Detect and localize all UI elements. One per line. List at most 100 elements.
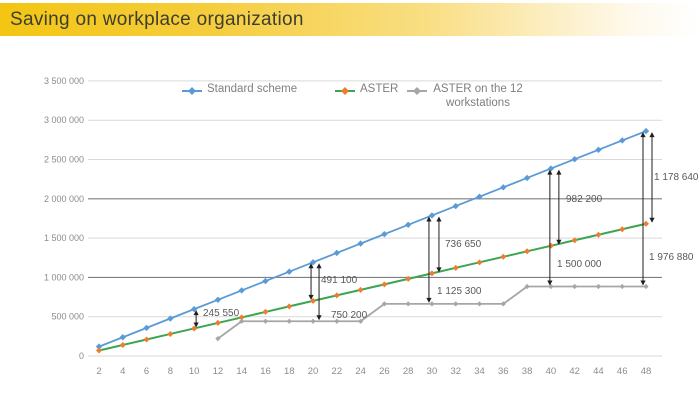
annotation-label-1-976-880: 1 976 880 xyxy=(649,252,694,263)
x-tick-label: 36 xyxy=(498,366,509,377)
series-marker-aster xyxy=(286,303,293,310)
series-marker-standard-scheme xyxy=(309,259,317,266)
series-marker-aster xyxy=(405,275,412,282)
series-marker-aster xyxy=(96,347,102,354)
series-marker-aster-on-the-12-workstations xyxy=(476,301,483,307)
arrow-head-down-icon xyxy=(436,267,442,273)
series-marker-aster xyxy=(476,259,483,266)
annotation-label-1-125-300: 1 125 300 xyxy=(437,286,482,297)
x-tick-label: 8 xyxy=(168,366,173,377)
series-marker-aster xyxy=(524,248,531,255)
series-marker-aster-on-the-12-workstations xyxy=(358,318,364,324)
series-marker-standard-scheme xyxy=(476,193,483,200)
series-marker-standard-scheme xyxy=(286,268,293,275)
series-marker-aster-on-the-12-workstations xyxy=(619,283,625,290)
x-tick-label: 48 xyxy=(641,366,652,377)
arrow-head-up-icon xyxy=(308,263,314,269)
annotation-label-245-550: 245 550 xyxy=(203,308,240,319)
series-marker-aster xyxy=(619,226,626,233)
series-marker-aster xyxy=(547,242,554,249)
legend-item-aster-12-workstations: ASTER on the 12 workstations xyxy=(406,82,524,111)
series-marker-standard-scheme xyxy=(428,212,436,219)
series-marker-aster xyxy=(643,220,649,227)
arrow-head-up-icon xyxy=(436,216,442,222)
series-marker-standard-scheme xyxy=(500,184,507,191)
series-marker-standard-scheme xyxy=(190,305,198,313)
series-marker-aster xyxy=(595,231,602,238)
series-marker-aster xyxy=(310,297,317,304)
series-line-standard-scheme xyxy=(98,130,647,348)
x-tick-label: 4 xyxy=(120,366,125,377)
arrow-head-up-icon xyxy=(547,169,553,175)
series-marker-aster-on-the-12-workstations xyxy=(429,301,435,307)
x-tick-label: 42 xyxy=(569,366,580,377)
legend-item-standard-scheme: Standard scheme xyxy=(181,82,297,96)
arrow-head-up-icon xyxy=(640,132,646,138)
arrow-head-up-icon xyxy=(649,132,655,138)
series-marker-standard-scheme xyxy=(381,230,388,238)
series-marker-aster-on-the-12-workstations xyxy=(262,318,269,324)
series-marker-standard-scheme xyxy=(642,127,650,135)
series-marker-standard-scheme xyxy=(523,174,531,182)
annotation-label-1-178-640: 1 178 640 xyxy=(654,172,699,183)
y-tick-label: 1 500 000 xyxy=(44,233,84,243)
arrow-head-down-icon xyxy=(649,217,655,223)
x-tick-label: 12 xyxy=(213,366,224,377)
series-marker-standard-scheme xyxy=(357,240,364,247)
x-tick-label: 22 xyxy=(332,366,343,377)
series-marker-standard-scheme xyxy=(619,137,626,144)
y-tick-label: 2 000 000 xyxy=(44,194,84,204)
x-tick-label: 2 xyxy=(96,366,101,377)
series-marker-aster xyxy=(191,325,198,332)
series-line-aster-on-the-12-workstations xyxy=(217,285,646,340)
series-marker-aster xyxy=(452,264,459,271)
series-marker-aster-on-the-12-workstations xyxy=(453,301,459,307)
series-marker-aster xyxy=(167,330,174,337)
series-marker-aster xyxy=(238,314,245,321)
series-marker-aster xyxy=(214,319,221,326)
series-marker-aster-on-the-12-workstations xyxy=(595,283,602,290)
series-marker-aster xyxy=(143,336,150,343)
x-tick-label: 20 xyxy=(308,366,319,377)
x-tick-label: 32 xyxy=(450,366,461,377)
series-marker-standard-scheme xyxy=(452,202,459,210)
title-bar: Saving on workplace organization xyxy=(0,3,700,36)
annotation-label-1-500-000: 1 500 000 xyxy=(557,259,602,270)
series-marker-aster xyxy=(357,286,364,293)
arrow-head-up-icon xyxy=(316,263,322,269)
y-tick-label: 500 000 xyxy=(51,312,84,322)
arrow-head-down-icon xyxy=(547,280,553,286)
y-tick-label: 1 000 000 xyxy=(44,272,84,282)
arrow-head-up-icon xyxy=(426,216,432,222)
series-marker-standard-scheme xyxy=(143,324,150,332)
x-tick-label: 26 xyxy=(379,366,390,377)
series-marker-aster xyxy=(428,270,435,277)
annotation-label-750-200: 750 200 xyxy=(331,310,368,321)
y-tick-label: 3 500 000 xyxy=(44,76,84,86)
x-tick-label: 40 xyxy=(546,366,557,377)
x-tick-label: 30 xyxy=(427,366,438,377)
x-tick-label: 18 xyxy=(284,366,295,377)
x-tick-label: 10 xyxy=(189,366,200,377)
series-marker-standard-scheme xyxy=(95,343,103,350)
series-marker-aster xyxy=(571,237,578,244)
legend-label: ASTER xyxy=(360,83,399,95)
annotation-label-982-200: 982 200 xyxy=(566,194,603,205)
legend-label: ASTER on the 12 workstations xyxy=(433,83,523,110)
series-marker-aster-on-the-12-workstations xyxy=(334,318,340,324)
annotation-label-736-650: 736 650 xyxy=(445,239,482,250)
series-marker-aster-on-the-12-workstations xyxy=(643,283,649,290)
arrow-head-up-icon xyxy=(556,169,562,175)
series-marker-aster xyxy=(381,281,388,288)
x-tick-label: 28 xyxy=(403,366,414,377)
arrow-head-up-icon xyxy=(193,310,199,316)
standard-scheme-line-marker-icon xyxy=(182,87,202,95)
x-tick-label: 38 xyxy=(522,366,533,377)
arrow-head-down-icon xyxy=(426,297,432,303)
series-marker-aster-on-the-12-workstations xyxy=(572,283,578,290)
series-marker-aster-on-the-12-workstations xyxy=(405,301,411,307)
series-marker-aster-on-the-12-workstations xyxy=(310,318,316,324)
series-marker-standard-scheme xyxy=(262,277,269,285)
